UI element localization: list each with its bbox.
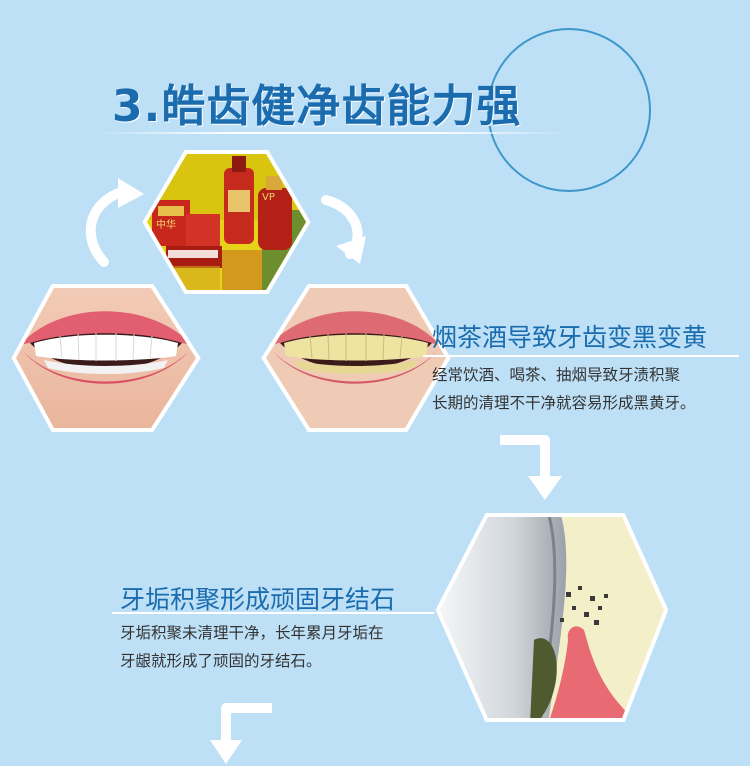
title-underline: [92, 132, 572, 134]
flow-arrow-down-icon: [500, 435, 562, 500]
cigarette-box-label: 中华: [156, 218, 176, 231]
bottle-label: VP: [262, 192, 275, 203]
block2-line1: 牙垢积聚未清理干净，长年累月牙垢在: [120, 624, 384, 642]
block2-line2: 牙龈就形成了顽固的牙结石。: [120, 652, 322, 670]
section-title: 3.皓齿健净齿能力强: [112, 81, 522, 132]
heading-rule-2: [112, 612, 434, 614]
cycle-arrow-right-icon: [321, 195, 366, 264]
flow-arrow-down-bottom-icon: [210, 703, 272, 764]
block1-heading: 烟茶酒导致牙齿变黑变黄: [432, 323, 708, 352]
white-teeth-image: [11, 284, 201, 432]
tobacco-alcohol-image: VP 中华: [142, 150, 311, 294]
block1-line2: 长期的清理不干净就容易形成黑黄牙。: [432, 394, 696, 412]
block1-line1: 经常饮酒、喝茶、抽烟导致牙渍积聚: [432, 366, 681, 384]
yellow-teeth-image: [261, 284, 451, 432]
block2-heading: 牙垢积聚形成顽固牙结石: [120, 585, 396, 614]
tartar-illustration: [435, 513, 669, 722]
cycle-arrow-left-icon: [85, 178, 144, 267]
heading-rule-1: [423, 355, 739, 357]
decorative-circle: [487, 28, 651, 192]
